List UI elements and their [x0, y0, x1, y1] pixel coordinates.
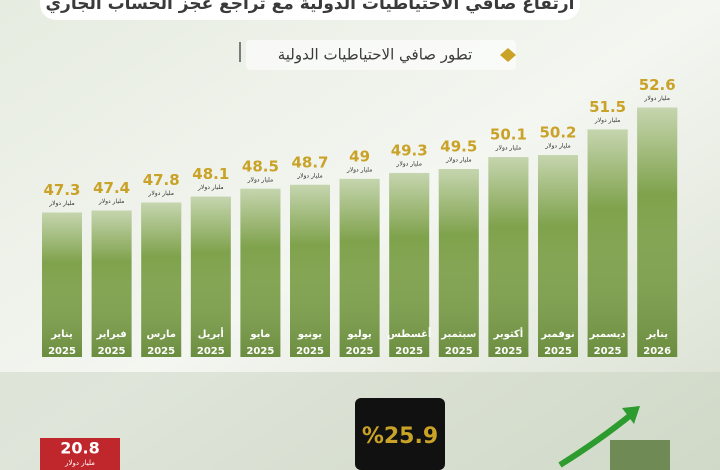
bar-shade: [42, 212, 82, 357]
unit-label: مليار دولار: [147, 190, 174, 197]
unit-label: مليار دولار: [594, 117, 621, 124]
value-label: 49.3: [391, 141, 428, 159]
value-label: 49: [349, 147, 370, 165]
bar-shade: [587, 129, 628, 357]
bar-shade: [389, 172, 430, 357]
x-tick-label: يونيو: [297, 329, 322, 340]
unit-label: مليار دولار: [247, 176, 274, 183]
year-label: 2025: [296, 346, 324, 357]
year-label: 2025: [494, 346, 522, 357]
year-label: 2025: [246, 346, 274, 357]
year-label: 2025: [48, 346, 76, 357]
x-tick-label: يناير: [645, 329, 668, 340]
bar-shade: [290, 184, 330, 357]
callout-unit: مليار دولار: [64, 459, 95, 467]
x-tick-label: يناير: [50, 329, 73, 340]
value-label: 47.4: [93, 179, 130, 197]
bar-shade: [190, 196, 231, 357]
year-label: 2025: [395, 346, 423, 357]
callout-box: [40, 438, 120, 470]
unit-label: مليار دولار: [197, 184, 224, 191]
bar-shade: [538, 155, 578, 357]
x-tick-label: فبراير: [95, 329, 126, 340]
value-label: 48.5: [242, 157, 279, 175]
year-label: 2025: [594, 346, 622, 357]
chart-title: ارتفاع صافي الاحتياطيات الدولية مع تراجع…: [45, 0, 574, 14]
year-label: 2026: [643, 346, 671, 357]
x-tick-label: سبتمبر: [440, 329, 476, 340]
value-label: 50.2: [539, 124, 576, 142]
value-label: 50.1: [490, 126, 527, 144]
value-label: 48.1: [192, 165, 229, 183]
value-label: 47.8: [143, 171, 180, 189]
trend-arrow-head: [622, 406, 640, 424]
unit-label: مليار دولار: [445, 157, 472, 164]
year-label: 2025: [445, 346, 473, 357]
x-tick-label: أكتوبر: [493, 327, 524, 340]
trend-arrow: [558, 411, 634, 468]
year-label: 2025: [544, 346, 572, 357]
bar-shade: [339, 178, 380, 357]
unit-label: مليار دولار: [544, 143, 571, 150]
subtitle-icon: [500, 48, 516, 62]
x-tick-label: يوليو: [347, 329, 372, 340]
bar-shade: [240, 188, 281, 357]
year-label: 2025: [197, 346, 225, 357]
callout-box: [355, 398, 445, 470]
unit-label: مليار دولار: [495, 145, 522, 152]
x-tick-label: نوفمبر: [540, 329, 575, 340]
year-label: 2025: [98, 346, 126, 357]
value-label: 48.7: [291, 153, 328, 171]
bar-shade: [488, 157, 529, 357]
unit-label: مليار دولار: [296, 172, 323, 179]
bar-shade: [91, 210, 132, 357]
unit-label: مليار دولار: [395, 160, 422, 167]
value-label: 51.5: [589, 98, 626, 116]
year-label: 2025: [346, 346, 374, 357]
value-label: 49.5: [440, 138, 477, 156]
bar-shade: [141, 202, 182, 357]
x-tick-label: أغسطس: [387, 327, 431, 340]
unit-label: مليار دولار: [48, 200, 75, 207]
subtitle: تطور صافي الاحتياطيات الدولية: [278, 46, 473, 65]
unit-label: مليار دولار: [643, 95, 670, 102]
bar-shade: [438, 169, 479, 357]
callout-value: %25.9: [362, 424, 438, 449]
x-tick-label: مارس: [146, 329, 176, 340]
bar-shade: [637, 107, 678, 357]
value-label: 47.3: [43, 181, 80, 199]
subtitle-box: [246, 40, 516, 70]
title-box: [40, 0, 580, 20]
unit-label: مليار دولار: [98, 198, 125, 205]
year-label: 2025: [147, 346, 175, 357]
unit-label: مليار دولار: [346, 166, 373, 173]
x-tick-label: أبريل: [198, 327, 224, 340]
callout-value: 20.8: [60, 439, 99, 458]
x-tick-label: ديسمبر: [589, 329, 626, 340]
value-label: 52.6: [639, 76, 676, 94]
x-tick-label: مايو: [249, 329, 270, 340]
money-stack: [610, 440, 670, 470]
